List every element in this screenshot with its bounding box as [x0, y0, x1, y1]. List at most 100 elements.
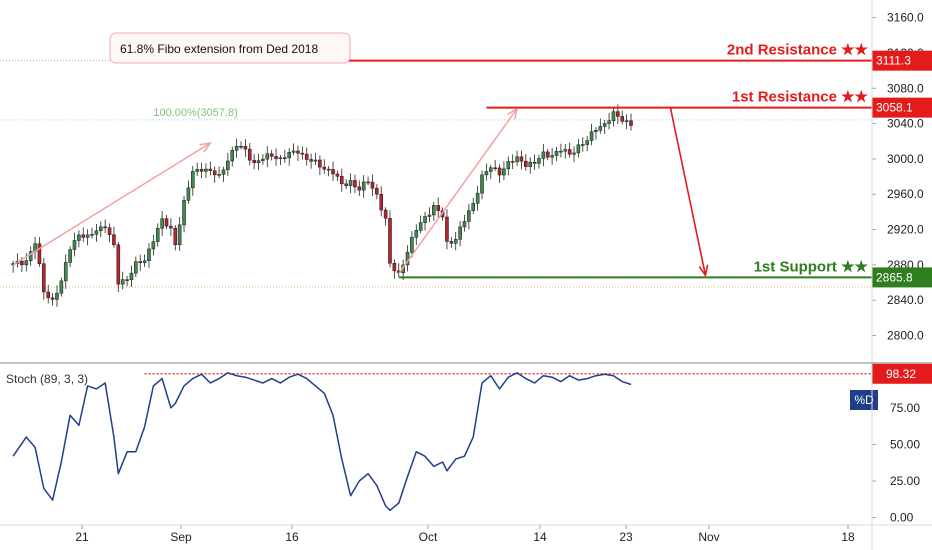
candle-body — [313, 159, 318, 162]
candle — [344, 179, 348, 190]
candle-body — [344, 183, 348, 186]
candle — [77, 230, 81, 248]
candle-body — [541, 151, 546, 159]
candle — [300, 146, 305, 160]
candle-body — [204, 168, 208, 172]
candle-body — [46, 291, 50, 299]
candle — [107, 223, 112, 243]
candle-body — [567, 149, 572, 155]
candle-body — [226, 160, 230, 171]
candle-body — [445, 216, 449, 242]
candle — [388, 210, 392, 268]
candle-body — [212, 170, 217, 176]
candle-body — [291, 150, 296, 153]
candle-body — [607, 120, 611, 124]
candle-body — [589, 131, 594, 141]
candle — [226, 153, 230, 176]
annotation-text: 61.8% Fibo extension from Ded 2018 — [120, 42, 318, 56]
candle-body — [418, 222, 423, 231]
candle — [265, 146, 270, 168]
candle — [418, 215, 423, 234]
candle-body — [616, 111, 620, 117]
first-support-tag — [872, 267, 932, 288]
trend-arrow-head — [698, 264, 709, 278]
x-tick-label: Sep — [170, 530, 192, 544]
candle — [480, 170, 484, 200]
candle — [484, 163, 489, 181]
candle — [353, 174, 357, 193]
second-resistance-tag-text: 3111.3 — [876, 54, 911, 68]
candle — [379, 186, 384, 217]
candle — [396, 263, 401, 277]
candle-body — [453, 239, 458, 244]
trend-arrow — [12, 142, 212, 266]
candle-body — [366, 181, 370, 184]
candle-body — [261, 158, 265, 161]
candle — [515, 150, 519, 166]
candle — [427, 207, 432, 223]
candle — [287, 148, 291, 166]
candle-body — [480, 174, 484, 194]
candle — [142, 254, 147, 267]
candle — [375, 184, 379, 200]
price-tick-label: 3040.0 — [887, 117, 924, 131]
candle — [559, 143, 563, 158]
candle — [112, 226, 116, 248]
candle — [462, 214, 467, 232]
x-tick-label: 18 — [841, 530, 855, 544]
candle — [510, 154, 515, 170]
candle-body — [160, 218, 164, 229]
candle-body — [138, 261, 143, 264]
candle-body — [147, 248, 151, 261]
candle-body — [243, 146, 248, 150]
candle — [405, 245, 410, 272]
candle — [195, 162, 199, 177]
candle-body — [467, 210, 471, 222]
candle — [283, 149, 287, 163]
candle — [594, 127, 598, 140]
candle — [370, 174, 375, 197]
candle — [50, 293, 55, 306]
candle — [348, 173, 353, 194]
candle-body — [90, 234, 94, 236]
candle-body — [585, 140, 589, 145]
trend-arrow-shaft — [398, 108, 518, 275]
first-support-tag-text: 2865.8 — [876, 270, 913, 284]
candle — [230, 146, 235, 167]
candle-body — [195, 169, 199, 172]
candle-body — [120, 279, 125, 285]
candle — [335, 170, 340, 181]
price-chart: 3160.03120.03080.03040.03000.02960.02920… — [0, 11, 932, 343]
candle — [269, 149, 274, 161]
candle — [624, 114, 629, 130]
price-tick-label: 3160.0 — [887, 11, 924, 25]
candle — [620, 110, 625, 125]
candle — [414, 224, 419, 246]
candle-body — [50, 297, 55, 300]
candle — [72, 232, 77, 257]
candle — [151, 234, 156, 256]
candle-body — [475, 192, 480, 204]
price-tick-label: 2800.0 — [887, 329, 924, 343]
candle — [366, 176, 370, 186]
candle-body — [247, 148, 252, 161]
candle-body — [217, 174, 221, 176]
candle-body — [357, 186, 362, 191]
candle — [15, 253, 20, 268]
candle-body — [493, 167, 497, 170]
candle — [493, 159, 497, 171]
candle — [129, 265, 134, 287]
candle-body — [230, 150, 235, 162]
candle — [528, 157, 532, 174]
x-tick-label: 23 — [619, 530, 633, 544]
candle — [589, 123, 594, 146]
candle-body — [524, 160, 528, 167]
candle-body — [72, 240, 77, 250]
candle-body — [42, 263, 46, 293]
annotation-box — [109, 32, 351, 64]
candle — [318, 155, 322, 175]
candle — [423, 211, 427, 231]
candle — [296, 145, 300, 161]
candle — [392, 259, 397, 279]
candle-body — [576, 144, 581, 154]
